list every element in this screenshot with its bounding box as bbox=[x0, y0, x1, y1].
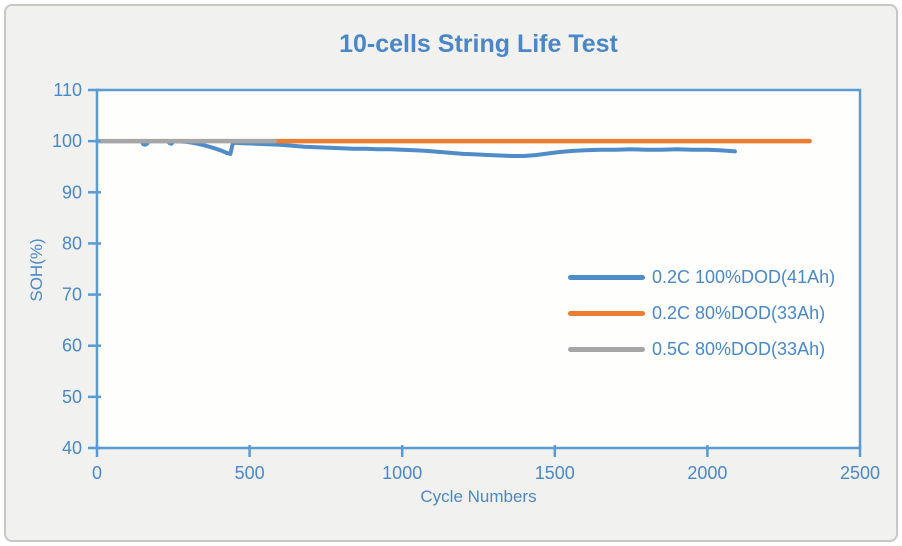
plot-frame bbox=[95, 88, 862, 450]
chart-title: 10-cells String Life Test bbox=[339, 30, 618, 58]
legend-item: 0.2C 100%DOD(41Ah) bbox=[568, 266, 835, 289]
legend-item: 0.2C 80%DOD(33Ah) bbox=[568, 302, 835, 325]
y-tick-label: 60 bbox=[62, 336, 82, 356]
x-tick-label: 2000 bbox=[687, 463, 727, 483]
legend-label: 0.2C 100%DOD(41Ah) bbox=[652, 267, 836, 287]
y-tick-label: 110 bbox=[53, 80, 82, 100]
y-tick-label: 50 bbox=[62, 387, 82, 407]
x-tick-label: 2500 bbox=[840, 463, 880, 483]
y-tick-label: 70 bbox=[62, 285, 82, 305]
y-tick-label: 80 bbox=[62, 233, 82, 253]
x-tick-label: 1000 bbox=[382, 463, 422, 483]
legend-swatch-line bbox=[568, 347, 645, 352]
legend: 0.2C 100%DOD(41Ah) 0.2C 80%DOD(33Ah) 0.5… bbox=[568, 266, 835, 374]
legend-item: 0.5C 80%DOD(33Ah) bbox=[568, 338, 835, 361]
legend-swatch-line bbox=[568, 311, 645, 316]
legend-swatch-line bbox=[568, 275, 645, 280]
x-axis-title: Cycle Numbers bbox=[420, 487, 537, 506]
x-tick-label: 1500 bbox=[535, 463, 575, 483]
y-tick-label: 90 bbox=[62, 182, 82, 202]
y-axis-title: SOH(%) bbox=[27, 238, 46, 302]
x-tick-label: 0 bbox=[92, 463, 102, 483]
y-tick-label: 100 bbox=[52, 131, 82, 151]
x-tick-label: 500 bbox=[235, 463, 265, 483]
legend-label: 0.5C 80%DOD(33Ah) bbox=[652, 339, 826, 359]
y-tick-label: 40 bbox=[62, 438, 82, 458]
legend-label: 0.2C 80%DOD(33Ah) bbox=[652, 303, 826, 323]
